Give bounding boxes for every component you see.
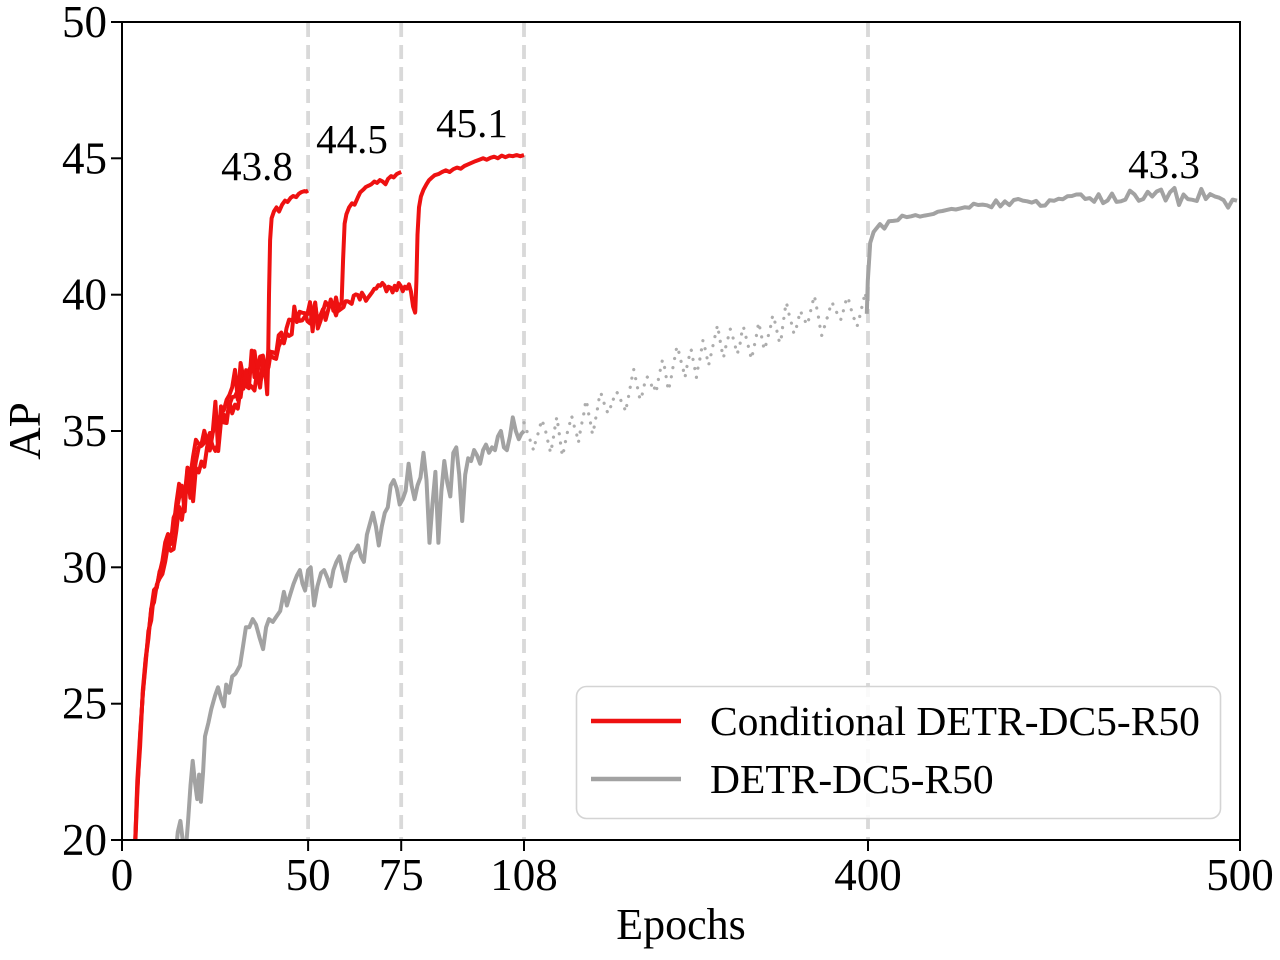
svg-text:43.8: 43.8 [221, 143, 293, 189]
svg-text:500: 500 [1206, 850, 1274, 900]
svg-text:30: 30 [62, 542, 107, 592]
svg-text:44.5: 44.5 [316, 116, 388, 162]
svg-text:75: 75 [379, 850, 424, 900]
svg-text:Conditional DETR-DC5-R50: Conditional DETR-DC5-R50 [710, 698, 1200, 744]
svg-text:50: 50 [286, 850, 331, 900]
svg-text:Epochs: Epochs [616, 900, 746, 949]
svg-text:35: 35 [62, 406, 107, 456]
svg-text:108: 108 [490, 850, 558, 900]
svg-text:400: 400 [834, 850, 902, 900]
svg-text:45.1: 45.1 [436, 100, 508, 146]
svg-text:43.3: 43.3 [1128, 141, 1200, 187]
svg-text:45: 45 [62, 133, 107, 183]
svg-text:25: 25 [62, 679, 107, 729]
svg-text:20: 20 [62, 815, 107, 865]
svg-text:40: 40 [62, 270, 107, 320]
svg-text:DETR-DC5-R50: DETR-DC5-R50 [710, 756, 994, 802]
svg-text:AP: AP [0, 402, 50, 460]
svg-text:0: 0 [111, 850, 134, 900]
svg-text:50: 50 [62, 0, 107, 47]
